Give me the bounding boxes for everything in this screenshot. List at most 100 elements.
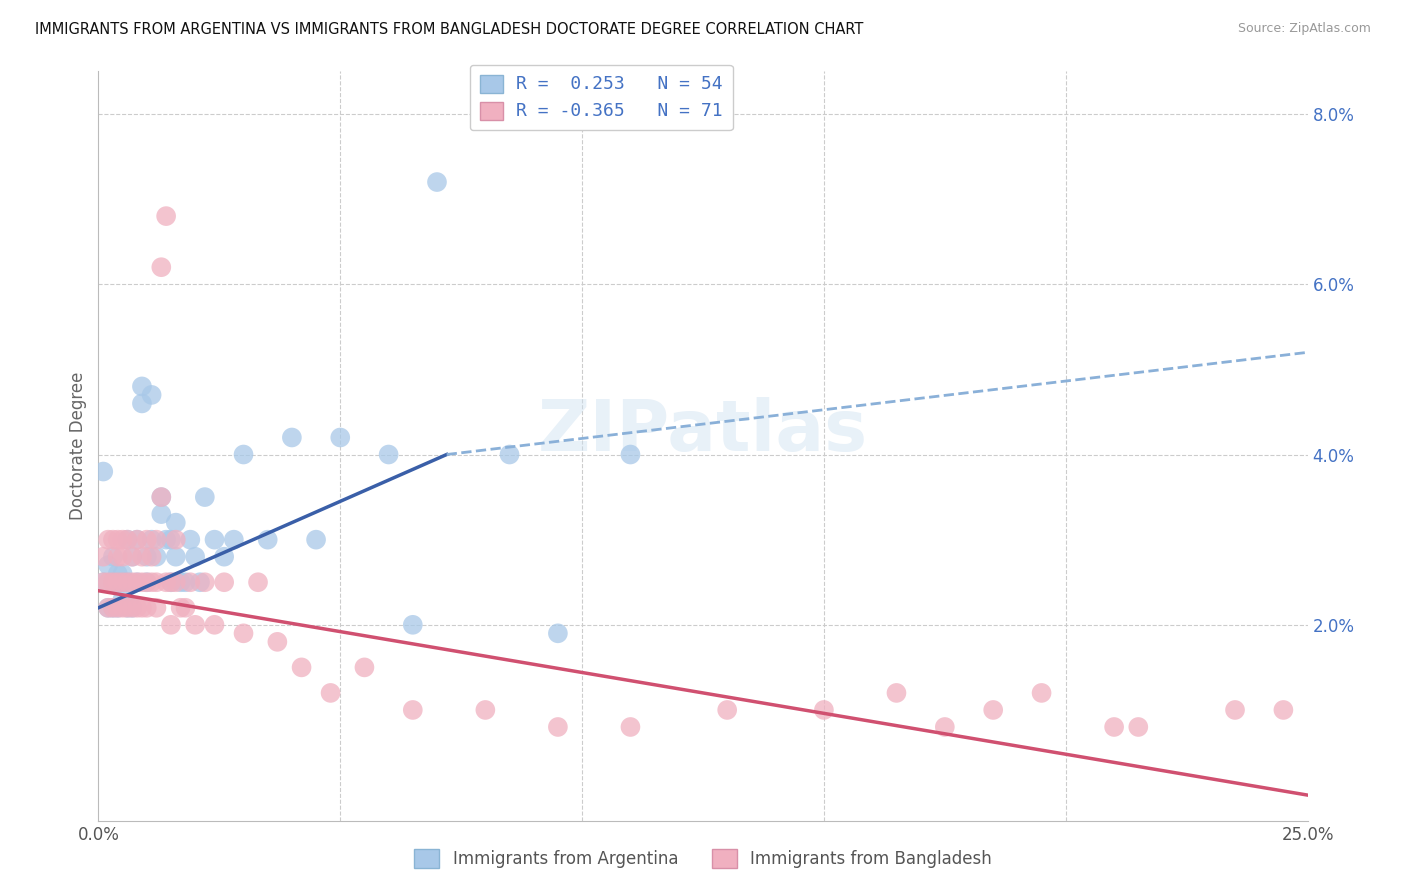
Point: [155, 533, 177, 547]
Point: [127, 600, 149, 615]
Point: [97, 533, 120, 547]
Point: [329, 430, 352, 444]
Point: [281, 430, 304, 444]
Point: [813, 703, 835, 717]
Point: [117, 533, 139, 547]
Point: [498, 448, 520, 462]
Point: [91, 575, 114, 590]
Point: [160, 575, 183, 590]
Point: [141, 575, 163, 590]
Point: [107, 575, 129, 590]
Point: [155, 575, 177, 590]
Point: [174, 600, 197, 615]
Point: [135, 533, 157, 547]
Point: [111, 600, 134, 615]
Point: [886, 686, 908, 700]
Point: [97, 558, 120, 573]
Point: [101, 575, 124, 590]
Point: [121, 549, 143, 564]
Point: [131, 575, 153, 590]
Point: [141, 388, 163, 402]
Point: [232, 626, 254, 640]
Point: [169, 575, 191, 590]
Legend: Immigrants from Argentina, Immigrants from Bangladesh: Immigrants from Argentina, Immigrants fr…: [408, 843, 998, 875]
Point: [934, 720, 956, 734]
Point: [150, 507, 173, 521]
Point: [121, 575, 143, 590]
Y-axis label: Doctorate Degree: Doctorate Degree: [69, 372, 87, 520]
Point: [716, 703, 738, 717]
Point: [179, 533, 201, 547]
Point: [107, 600, 129, 615]
Point: [127, 533, 149, 547]
Point: [160, 533, 183, 547]
Point: [179, 575, 201, 590]
Point: [353, 660, 375, 674]
Point: [127, 575, 149, 590]
Point: [117, 575, 139, 590]
Point: [194, 490, 217, 504]
Text: IMMIGRANTS FROM ARGENTINA VS IMMIGRANTS FROM BANGLADESH DOCTORATE DEGREE CORRELA: IMMIGRANTS FROM ARGENTINA VS IMMIGRANTS …: [35, 22, 863, 37]
Point: [131, 549, 153, 564]
Point: [305, 533, 328, 547]
Point: [402, 703, 425, 717]
Point: [160, 575, 183, 590]
Point: [91, 465, 114, 479]
Point: [135, 549, 157, 564]
Point: [117, 533, 139, 547]
Point: [402, 617, 425, 632]
Point: [150, 260, 173, 275]
Point: [111, 533, 134, 547]
Legend: R =  0.253   N = 54, R = -0.365   N = 71: R = 0.253 N = 54, R = -0.365 N = 71: [470, 65, 733, 130]
Point: [266, 635, 288, 649]
Point: [135, 600, 157, 615]
Point: [547, 626, 569, 640]
Point: [145, 549, 167, 564]
Point: [547, 720, 569, 734]
Point: [204, 617, 226, 632]
Point: [222, 533, 245, 547]
Point: [101, 600, 124, 615]
Point: [184, 617, 207, 632]
Point: [141, 549, 163, 564]
Point: [135, 575, 157, 590]
Point: [111, 575, 134, 590]
Point: [212, 575, 235, 590]
Point: [247, 575, 270, 590]
Point: [194, 575, 217, 590]
Point: [131, 379, 153, 393]
Point: [107, 549, 129, 564]
Point: [1031, 686, 1053, 700]
Point: [619, 448, 641, 462]
Point: [981, 703, 1004, 717]
Point: [1102, 720, 1125, 734]
Point: [107, 533, 129, 547]
Point: [319, 686, 342, 700]
Point: [155, 209, 177, 223]
Point: [101, 575, 124, 590]
Point: [377, 448, 399, 462]
Point: [117, 575, 139, 590]
Point: [121, 549, 143, 564]
Point: [91, 575, 114, 590]
Point: [121, 600, 143, 615]
Point: [232, 448, 254, 462]
Point: [165, 549, 187, 564]
Point: [111, 566, 134, 581]
Point: [97, 600, 120, 615]
Text: ZIPatlas: ZIPatlas: [538, 397, 868, 466]
Point: [101, 533, 124, 547]
Point: [145, 575, 167, 590]
Point: [127, 533, 149, 547]
Point: [131, 396, 153, 410]
Point: [145, 600, 167, 615]
Point: [101, 549, 124, 564]
Point: [101, 600, 124, 615]
Point: [141, 533, 163, 547]
Point: [145, 533, 167, 547]
Point: [111, 575, 134, 590]
Point: [117, 600, 139, 615]
Point: [107, 566, 129, 581]
Point: [1128, 720, 1150, 734]
Point: [619, 720, 641, 734]
